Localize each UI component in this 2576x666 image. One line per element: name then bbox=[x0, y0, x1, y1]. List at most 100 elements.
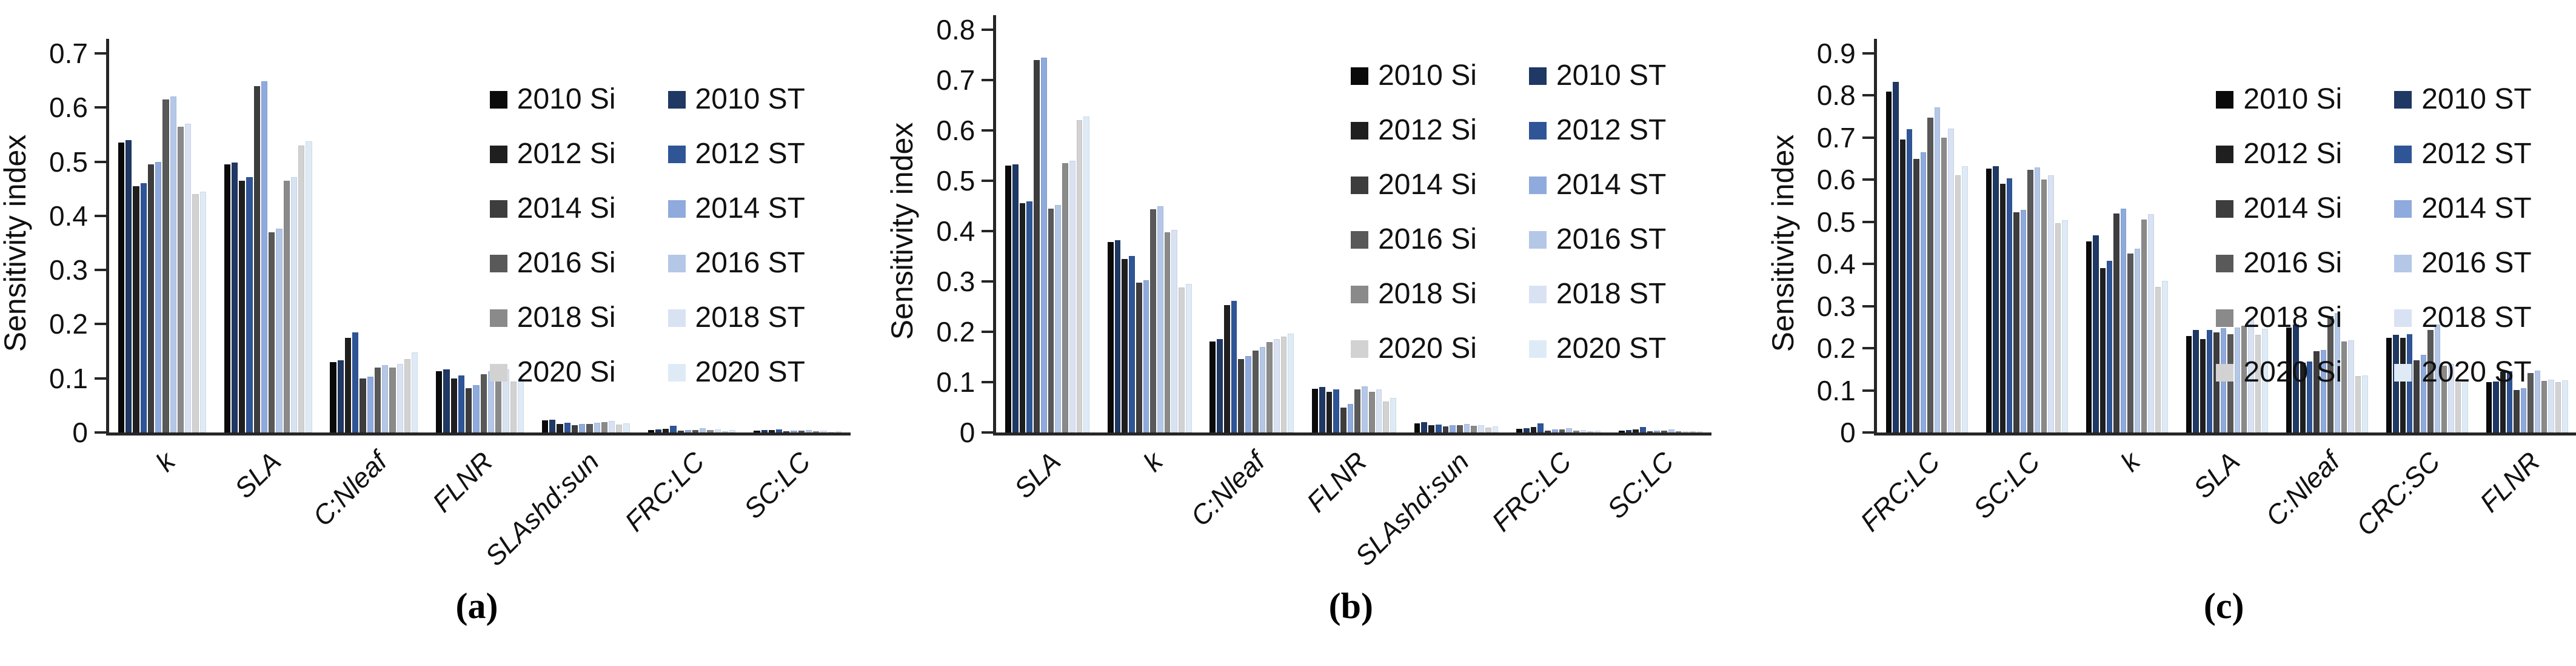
bar bbox=[2293, 325, 2299, 432]
legend-label: 2010 ST bbox=[1556, 59, 1667, 92]
y-tick-mark bbox=[982, 230, 994, 232]
legend-swatch-icon bbox=[2216, 145, 2234, 163]
legend-label: 2010 Si bbox=[517, 83, 616, 115]
bar bbox=[246, 177, 253, 432]
legend-label: 2018 ST bbox=[1556, 278, 1667, 310]
bar-group-FRC:LC bbox=[1877, 53, 1977, 432]
legend-item: 2014 Si bbox=[2216, 194, 2342, 223]
legend-item: 2016 Si bbox=[2216, 249, 2342, 278]
legend-label: 2018 Si bbox=[2243, 301, 2343, 334]
legend-item: 2020 ST bbox=[667, 356, 805, 388]
y-tick-mark bbox=[982, 331, 994, 333]
x-axis-labels: SLA k C:Nleaf FLNR SLAshd:sun FRC:LC SC:LC bbox=[993, 446, 1708, 597]
bar bbox=[1107, 242, 1114, 432]
bar bbox=[450, 378, 457, 432]
bar bbox=[2193, 329, 2199, 432]
bar bbox=[2262, 329, 2268, 432]
bar bbox=[2106, 260, 2113, 432]
bar bbox=[2186, 335, 2192, 432]
bar bbox=[2141, 220, 2147, 432]
chart-panel-c: Sensitivity index 0 0.1 0.2 0.3 0.4 0.5 0.6 0.7… bbox=[1718, 0, 2576, 666]
bar bbox=[2493, 381, 2499, 432]
bar-group-SLAshd:sun bbox=[533, 53, 639, 432]
bar bbox=[564, 422, 570, 432]
bar bbox=[2506, 371, 2513, 432]
bar bbox=[1893, 81, 1899, 432]
bar bbox=[1654, 430, 1661, 432]
legend-label: 2012 ST bbox=[1556, 114, 1667, 146]
bar bbox=[1157, 206, 1163, 432]
y-tick-label: 0.6 bbox=[936, 115, 975, 146]
bar bbox=[670, 426, 677, 432]
legend-item: 2010 Si bbox=[2216, 85, 2342, 114]
legend-label: 2020 Si bbox=[1378, 332, 1477, 365]
bar bbox=[2120, 208, 2127, 432]
bar bbox=[1478, 425, 1484, 432]
legend-swatch-icon bbox=[2216, 254, 2234, 272]
legend-item: 2014 ST bbox=[667, 194, 805, 223]
bar bbox=[231, 163, 238, 432]
bar bbox=[684, 429, 691, 432]
bar bbox=[2093, 235, 2099, 432]
bar bbox=[586, 423, 593, 432]
legend-swatch-icon bbox=[1351, 176, 1369, 194]
bar bbox=[2055, 223, 2061, 432]
legend-label: 2020 ST bbox=[2421, 356, 2532, 388]
bar bbox=[1485, 427, 1491, 432]
legend-swatch-icon bbox=[2394, 145, 2412, 163]
x-axis-label: SLA bbox=[2187, 446, 2246, 505]
legend-label: 2018 Si bbox=[517, 301, 616, 334]
bar bbox=[1347, 403, 1354, 432]
bar bbox=[1185, 284, 1192, 432]
legend-label: 2010 ST bbox=[695, 83, 805, 115]
bar bbox=[1993, 166, 1999, 432]
y-tick-label: 0.8 bbox=[1816, 79, 1856, 112]
bar bbox=[1238, 358, 1245, 432]
bar bbox=[2520, 388, 2527, 432]
bar bbox=[306, 141, 312, 432]
bar bbox=[2027, 170, 2033, 432]
y-tick-mark bbox=[1862, 304, 1874, 308]
bar bbox=[1941, 137, 1947, 432]
y-tick-label: 0 bbox=[1840, 417, 1856, 448]
legend-item: 2020 Si bbox=[489, 358, 616, 387]
legend-item: 2012 Si bbox=[489, 140, 616, 169]
x-axis-label: FRC:LC bbox=[619, 446, 711, 537]
bar bbox=[118, 143, 125, 432]
bar bbox=[1421, 422, 1428, 432]
y-tick-label: 0.9 bbox=[1816, 38, 1856, 69]
bar bbox=[2313, 351, 2320, 432]
bar bbox=[404, 358, 411, 432]
legend-label: 2016 ST bbox=[695, 247, 805, 279]
bar bbox=[2062, 220, 2068, 432]
bar bbox=[1955, 175, 1961, 432]
y-tick-label: 0.3 bbox=[936, 266, 975, 297]
bar bbox=[541, 420, 549, 432]
x-axis-label: k bbox=[1137, 446, 1169, 477]
bar bbox=[2555, 382, 2561, 432]
bar bbox=[1625, 429, 1632, 432]
bar bbox=[1383, 401, 1389, 432]
bar bbox=[783, 431, 790, 432]
bar bbox=[2099, 268, 2106, 432]
legend-label: 2016 ST bbox=[2421, 247, 2532, 279]
legend-label: 2020 ST bbox=[695, 356, 805, 388]
legend-swatch-icon bbox=[2394, 200, 2412, 218]
bar bbox=[1689, 431, 1696, 432]
bar bbox=[1516, 429, 1522, 432]
bar bbox=[374, 367, 381, 432]
bar-group-CRC:SC bbox=[2377, 53, 2477, 432]
legend-label: 2010 Si bbox=[1378, 59, 1477, 92]
legend-column: 2010 Si 2012 Si 2014 Si 2016 Si 2018 Si 2020 … bbox=[2216, 85, 2342, 387]
bar bbox=[677, 431, 684, 432]
y-axis-line bbox=[106, 39, 109, 53]
panel-caption: (c) bbox=[2203, 586, 2244, 626]
bar bbox=[2200, 338, 2206, 432]
bar bbox=[1280, 337, 1287, 432]
bar bbox=[2355, 375, 2361, 432]
x-axis-label: C:Nleaf bbox=[306, 446, 393, 533]
y-tick-label: 0.2 bbox=[1816, 332, 1856, 365]
x-axis-label: FRC:LC bbox=[1854, 446, 1946, 537]
bar bbox=[1551, 429, 1558, 432]
y-tick-mark bbox=[1862, 220, 1874, 223]
